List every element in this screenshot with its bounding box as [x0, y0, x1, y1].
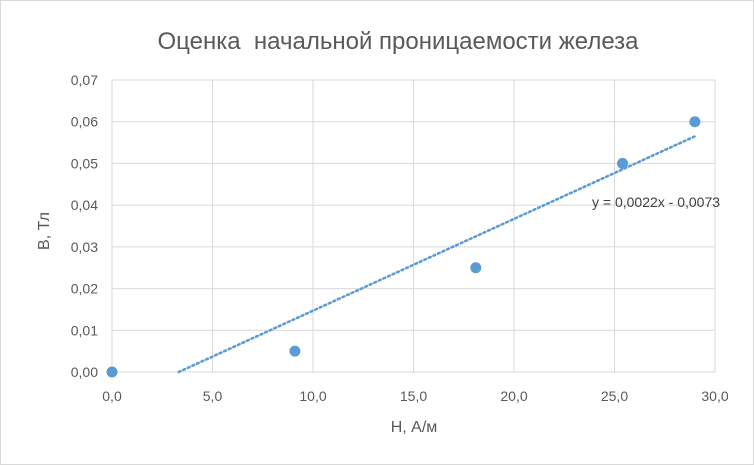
trendline-equation: y = 0,0022x - 0,0073 [592, 194, 720, 210]
x-tick-label: 15,0 [400, 388, 427, 404]
y-tick-label: 0,07 [71, 72, 98, 88]
data-point [289, 345, 301, 357]
tick-labels: 0,0 5,0 10,0 15,0 20,0 25,0 30,0 0,00 0,01 0,02 0,… [71, 72, 729, 404]
data-point [617, 157, 629, 169]
chart-title: Оценка начальной проницаемости железа [157, 28, 639, 55]
data-point [689, 116, 701, 128]
x-tick-label: 30,0 [701, 388, 728, 404]
grid-lines [111, 79, 716, 373]
y-tick-label: 0,02 [71, 281, 98, 297]
x-tick-label: 5,0 [203, 388, 223, 404]
x-tick-label: 25,0 [601, 388, 628, 404]
x-tick-label: 0,0 [102, 388, 122, 404]
data-point [470, 262, 482, 274]
data-point [106, 366, 118, 378]
y-tick-label: 0,04 [71, 197, 98, 213]
x-tick-label: 20,0 [500, 388, 527, 404]
data-points [106, 116, 701, 378]
x-axis-title: H, А/м [391, 419, 438, 436]
y-tick-label: 0,03 [71, 239, 98, 255]
trendline [177, 135, 697, 374]
y-axis-title: B, Тл [36, 212, 53, 250]
y-tick-label: 0,05 [71, 155, 98, 171]
y-tick-label: 0,06 [71, 114, 98, 130]
x-tick-label: 10,0 [299, 388, 326, 404]
y-tick-label: 0,00 [71, 364, 98, 380]
y-tick-label: 0,01 [71, 322, 98, 338]
